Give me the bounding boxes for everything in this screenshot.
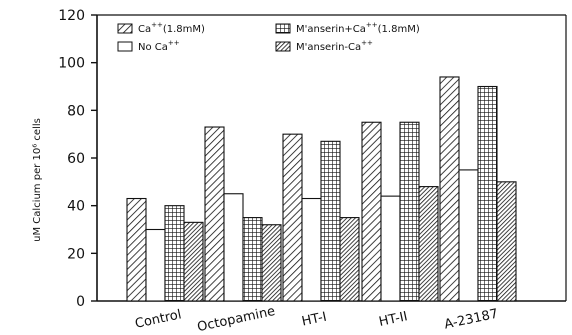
bar-control-series-2 xyxy=(145,228,166,302)
legend-label: M'anserin+Ca++(1.8mM) xyxy=(296,21,420,35)
legend-swatch xyxy=(117,23,133,34)
bar-a-23187-series-2 xyxy=(458,169,479,302)
y-tick-label: 20 xyxy=(67,246,85,262)
y-axis-ticks: 0 20 40 60 80 100 120 xyxy=(58,8,97,310)
y-tick-label: 100 xyxy=(58,56,85,72)
bar-ht-ii-series-1 xyxy=(361,121,382,302)
bar-octopamine-series-2 xyxy=(223,193,244,302)
legend: Ca++(1.8mM) No Ca++ M'anserin+Ca++(1.8mM) M… xyxy=(117,21,420,53)
bar-ht-ii-series-2 xyxy=(380,195,401,302)
x-category-label: HT-II xyxy=(378,309,409,330)
y-tick-label: 40 xyxy=(67,199,85,215)
bar-ht-i-series-3 xyxy=(320,140,341,302)
x-axis-categories: Control Octopamine HT-I HT-II A-23187 xyxy=(134,304,500,335)
legend-label: M'anserin-Ca++ xyxy=(296,39,373,53)
bar-ht-i-series-2 xyxy=(301,197,322,302)
bar-octopamine-series-3 xyxy=(242,217,263,302)
y-axis-title: uM Calcium per 10⁶ cells xyxy=(32,118,43,242)
x-category-label: Octopamine xyxy=(196,304,277,335)
bar-control-series-1 xyxy=(126,197,147,302)
bar-ht-i-series-1 xyxy=(282,133,303,302)
x-category-label: HT-I xyxy=(300,310,328,330)
legend-label: Ca++(1.8mM) xyxy=(138,21,205,35)
bar-control-series-3 xyxy=(164,205,185,302)
legend-label: No Ca++ xyxy=(138,39,180,53)
bars xyxy=(126,76,517,302)
x-category-label: Control xyxy=(134,307,183,331)
y-tick-label: 0 xyxy=(76,294,85,310)
bar-a-23187-series-4 xyxy=(496,181,517,302)
legend-swatch xyxy=(275,23,291,34)
legend-swatch xyxy=(275,41,291,52)
bar-a-23187-series-3 xyxy=(477,85,498,302)
bar-a-23187-series-1 xyxy=(439,76,460,302)
x-category-label: A-23187 xyxy=(443,307,500,333)
y-tick-label: 80 xyxy=(67,103,85,119)
bar-octopamine-series-4 xyxy=(261,224,282,302)
y-tick-label: 60 xyxy=(67,151,85,167)
bar-control-series-4 xyxy=(183,221,204,302)
bar-ht-ii-series-3 xyxy=(399,121,420,302)
bar-ht-ii-series-4 xyxy=(418,186,439,302)
legend-swatch xyxy=(117,41,133,52)
y-tick-label: 120 xyxy=(58,8,85,24)
bar-ht-i-series-4 xyxy=(339,217,360,302)
bar-octopamine-series-1 xyxy=(204,126,225,302)
